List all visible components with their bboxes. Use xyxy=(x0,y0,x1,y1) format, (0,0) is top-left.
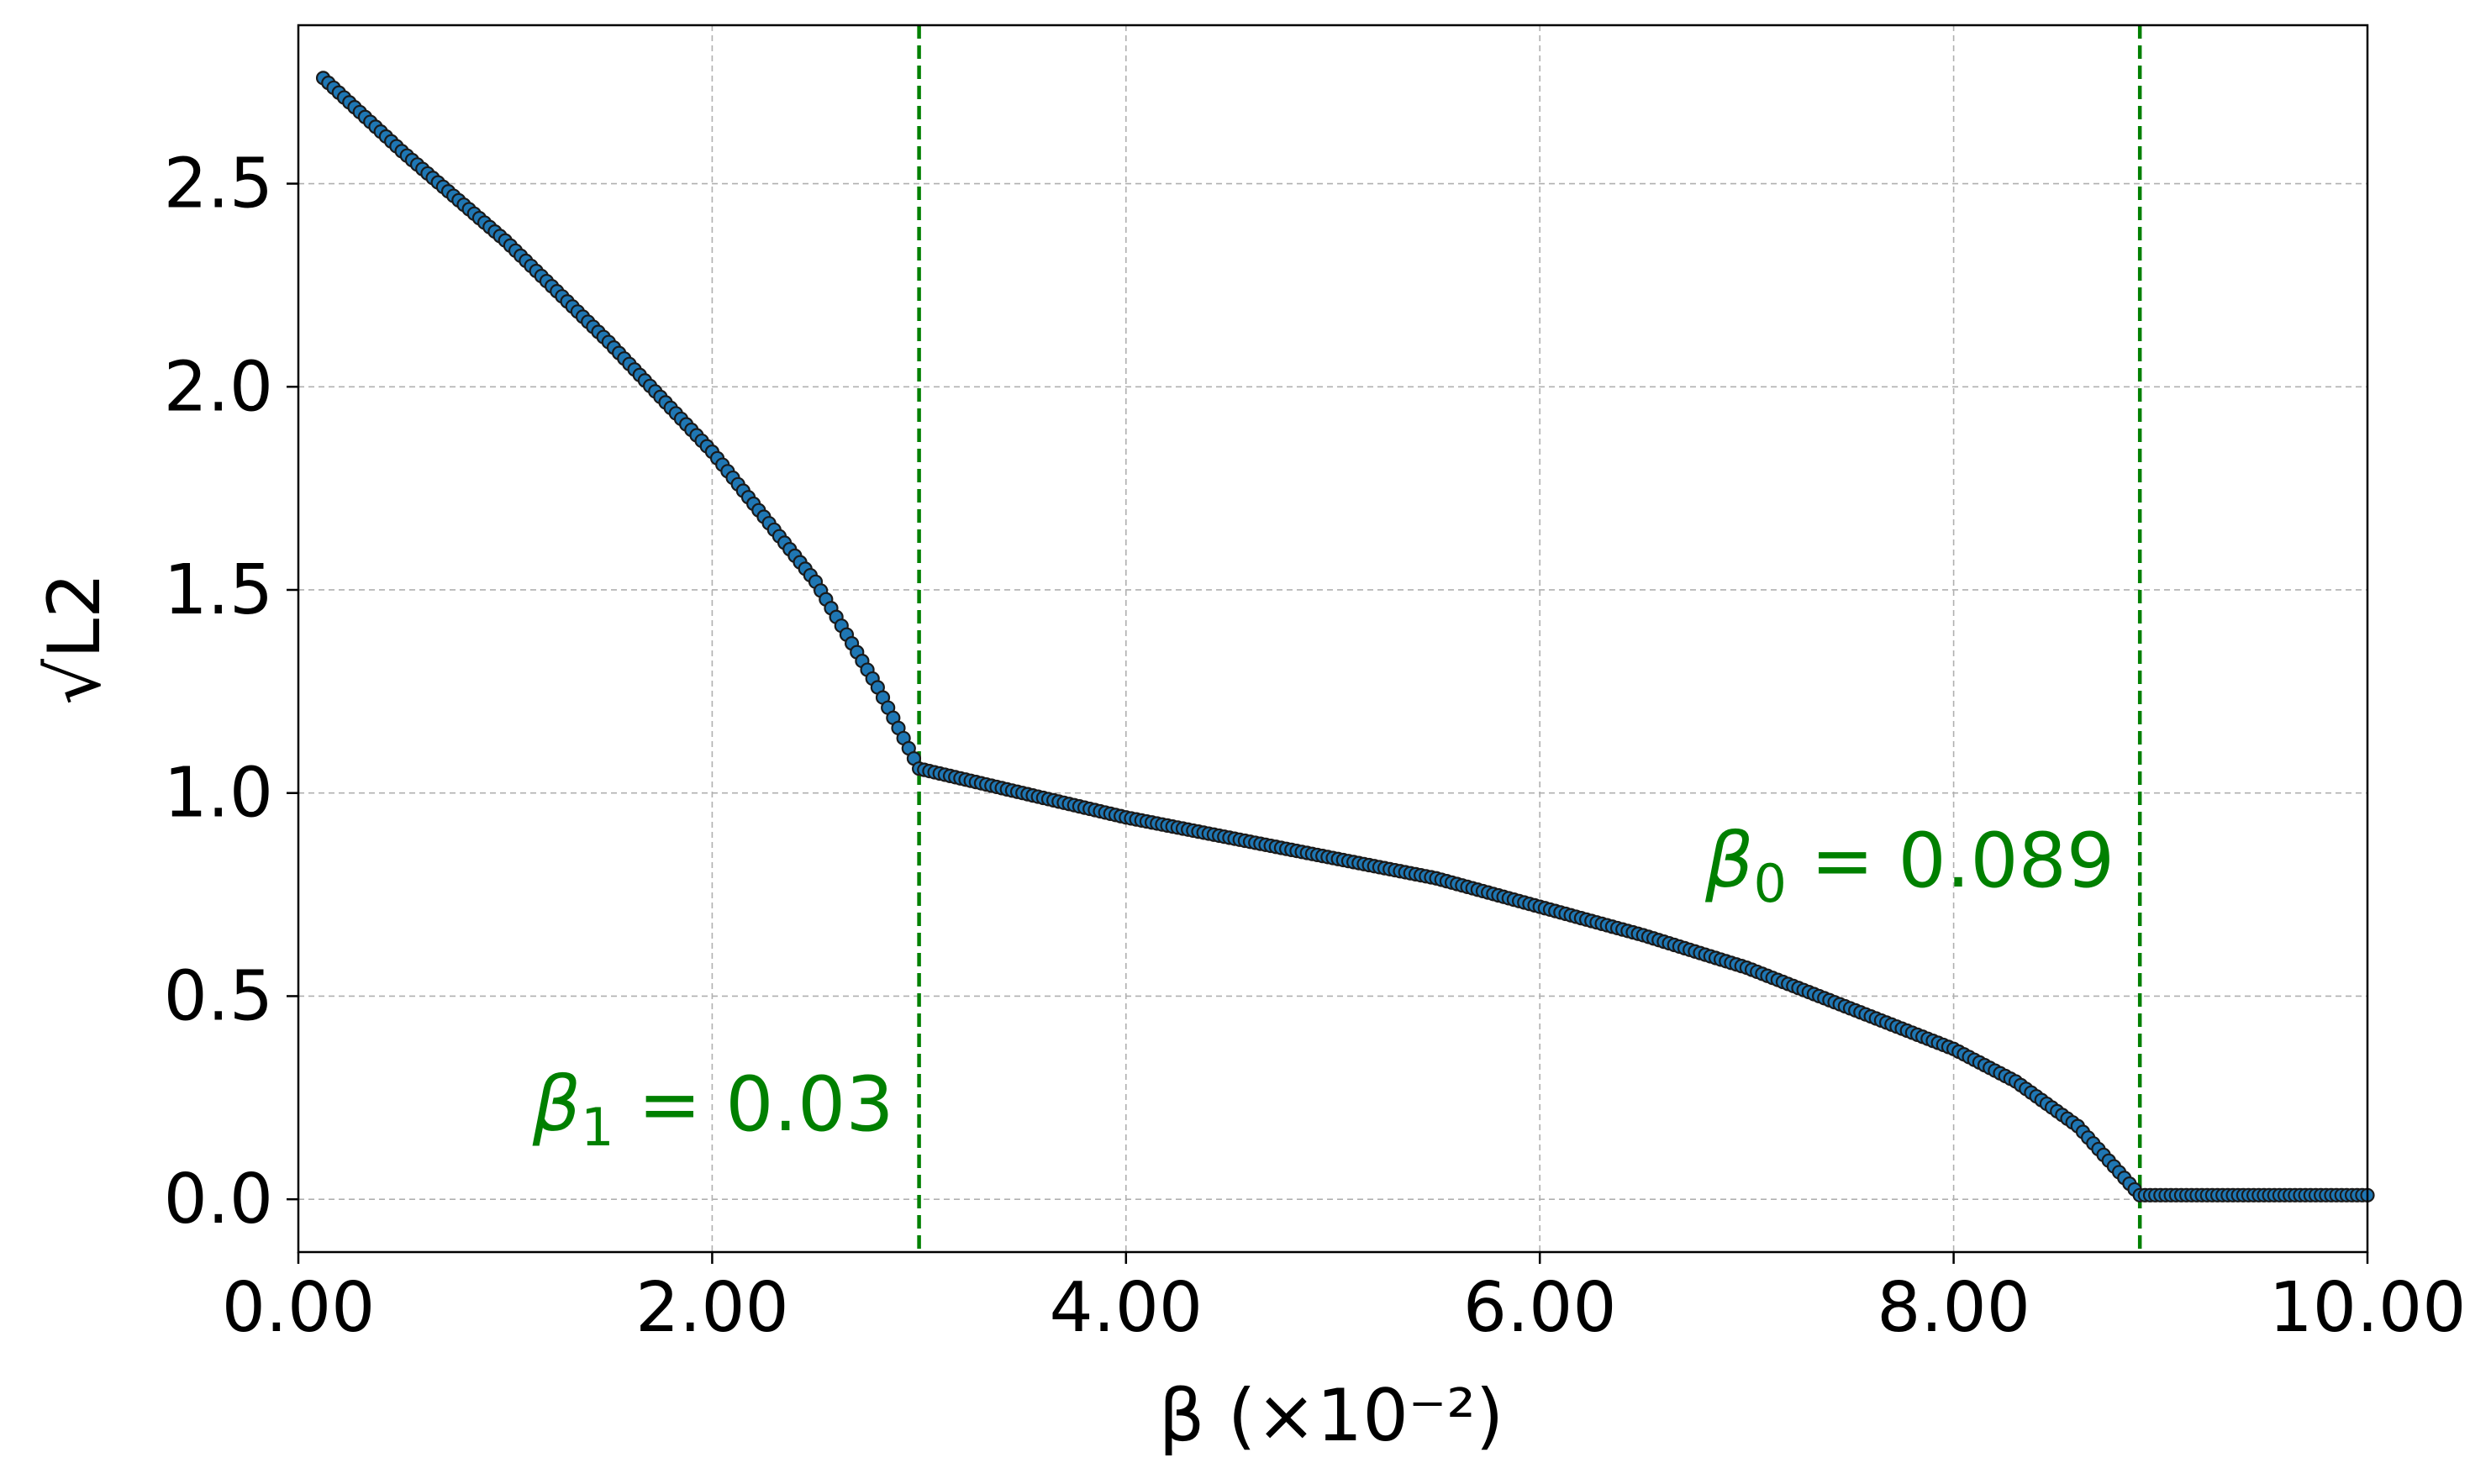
data-points xyxy=(315,71,2375,1202)
y-tick-label: 0.0 xyxy=(164,1160,273,1239)
threshold-label: β0 = 0.089 xyxy=(1704,817,2114,914)
y-tick-label: 1.5 xyxy=(164,550,273,630)
y-tick-label: 2.0 xyxy=(164,347,273,427)
x-tick-label: 2.00 xyxy=(635,1268,789,1348)
threshold-label: β1 = 0.03 xyxy=(532,1060,894,1158)
x-tick-label: 10.00 xyxy=(2269,1268,2467,1348)
x-tick-label: 0.00 xyxy=(222,1268,376,1348)
threshold-lines xyxy=(917,25,2142,1252)
y-tick-label: 1.0 xyxy=(164,754,273,834)
y-axis-label: √L2 xyxy=(33,572,117,704)
x-axis-label: β (×10⁻²) xyxy=(1159,1374,1504,1458)
x-tick-label: 6.00 xyxy=(1463,1268,1617,1348)
y-axis-ticks: 0.0 0.5 1.0 1.5 2.0 2.5 xyxy=(164,145,298,1239)
x-tick-label: 4.00 xyxy=(1050,1268,1203,1348)
plot-frame xyxy=(297,24,2369,1254)
y-tick-label: 0.5 xyxy=(164,956,273,1036)
threshold-annotations: β1 = 0.03 β0 = 0.089 xyxy=(532,817,2115,1158)
x-tick-label: 8.00 xyxy=(1877,1268,2030,1348)
x-axis-ticks: 0.00 2.00 4.00 6.00 8.00 10.00 xyxy=(222,1252,2467,1348)
y-tick-label: 2.5 xyxy=(164,145,273,224)
